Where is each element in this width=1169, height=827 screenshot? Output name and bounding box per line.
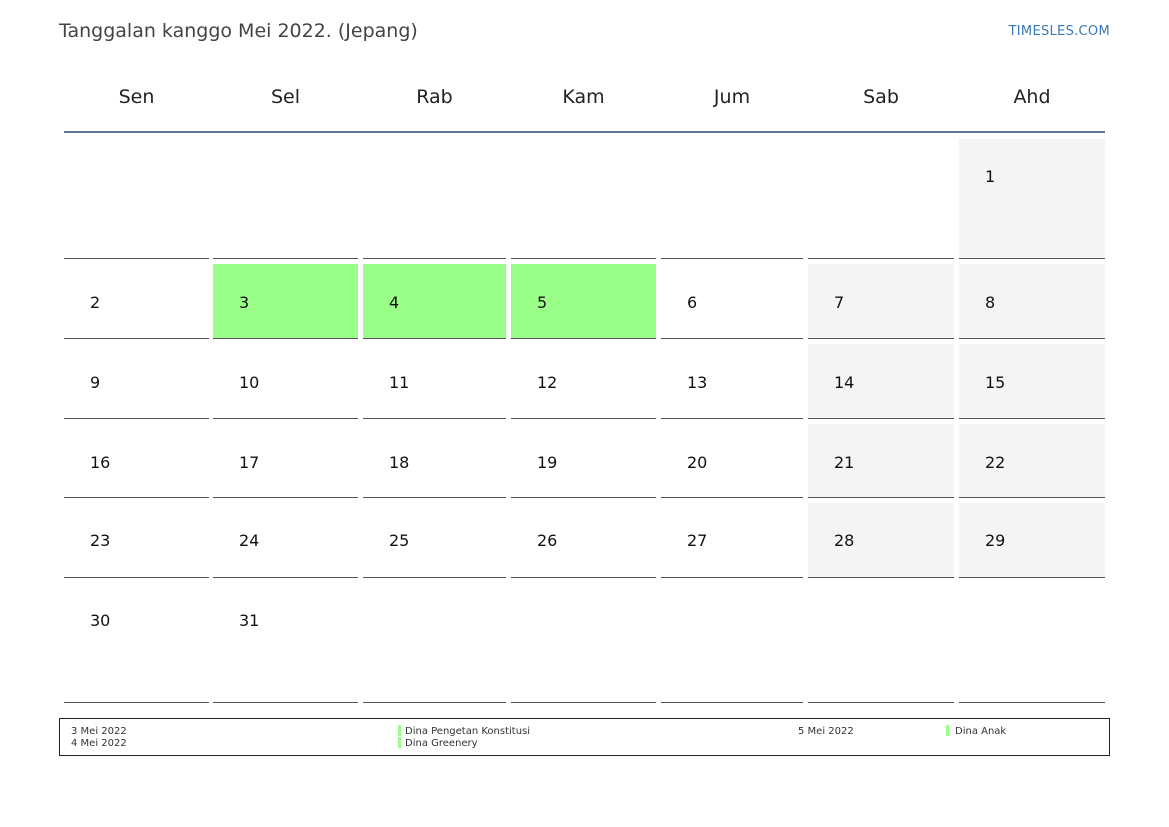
day-number: 26	[537, 531, 558, 550]
day-number: 20	[687, 453, 708, 472]
day-number: 7	[834, 293, 845, 312]
day-cell-17[interactable]: 17	[213, 424, 358, 498]
day-cell-31[interactable]: 31	[213, 583, 358, 703]
day-number: 14	[834, 373, 855, 392]
site-link[interactable]: TIMESLES.COM	[1008, 24, 1110, 39]
day-cell-7[interactable]: 7	[808, 264, 954, 339]
legend-date-2: 4 Mei 2022	[71, 738, 127, 749]
legend-marker-1	[398, 725, 401, 736]
day-cell-20[interactable]: 20	[661, 424, 803, 498]
legend-marker-2	[398, 737, 401, 748]
day-number: 24	[239, 531, 260, 550]
day-number: 19	[537, 453, 558, 472]
empty-day-cell	[363, 583, 506, 703]
day-number: 22	[985, 453, 1006, 472]
empty-day-cell	[213, 139, 358, 259]
legend-name-2: Dina Greenery	[405, 738, 478, 749]
day-number: 23	[90, 531, 111, 550]
weekday-sel: Sel	[270, 86, 301, 108]
day-number: 9	[90, 373, 101, 392]
empty-day-cell	[64, 139, 209, 259]
day-cell-1[interactable]: 1	[959, 139, 1105, 259]
day-number: 18	[389, 453, 410, 472]
day-number: 8	[985, 293, 996, 312]
page-title: Tanggalan kanggo Mei 2022. (Jepang)	[59, 20, 418, 42]
day-number: 5	[537, 293, 548, 312]
day-number: 16	[90, 453, 111, 472]
day-cell-13[interactable]: 13	[661, 344, 803, 419]
day-number: 6	[687, 293, 698, 312]
empty-day-cell	[511, 139, 656, 259]
day-cell-30[interactable]: 30	[64, 583, 209, 703]
weekday-ahd: Ahd	[1013, 86, 1051, 108]
day-number: 4	[389, 293, 400, 312]
empty-day-cell	[808, 139, 954, 259]
day-number: 21	[834, 453, 855, 472]
day-cell-27[interactable]: 27	[661, 503, 803, 578]
day-number: 13	[687, 373, 708, 392]
day-cell-3[interactable]: 3	[213, 264, 358, 339]
day-cell-25[interactable]: 25	[363, 503, 506, 578]
day-cell-8[interactable]: 8	[959, 264, 1105, 339]
day-number: 12	[537, 373, 558, 392]
day-cell-19[interactable]: 19	[511, 424, 656, 498]
day-number: 28	[834, 531, 855, 550]
day-cell-24[interactable]: 24	[213, 503, 358, 578]
day-number: 15	[985, 373, 1006, 392]
day-number: 2	[90, 293, 101, 312]
day-number: 10	[239, 373, 260, 392]
day-cell-12[interactable]: 12	[511, 344, 656, 419]
weekday-jum: Jum	[713, 86, 751, 108]
empty-day-cell	[661, 583, 803, 703]
day-cell-2[interactable]: 2	[64, 264, 209, 339]
day-number: 25	[389, 531, 410, 550]
day-cell-29[interactable]: 29	[959, 503, 1105, 578]
day-cell-22[interactable]: 22	[959, 424, 1105, 498]
day-cell-18[interactable]: 18	[363, 424, 506, 498]
legend-date-1: 3 Mei 2022	[71, 726, 127, 737]
weekday-sab: Sab	[863, 86, 899, 108]
day-cell-15[interactable]: 15	[959, 344, 1105, 419]
day-cell-10[interactable]: 10	[213, 344, 358, 419]
day-number: 3	[239, 293, 250, 312]
day-cell-23[interactable]: 23	[64, 503, 209, 578]
day-number: 1	[985, 167, 996, 186]
day-number: 31	[239, 611, 260, 630]
empty-day-cell	[959, 583, 1105, 703]
day-number: 27	[687, 531, 708, 550]
day-cell-28[interactable]: 28	[808, 503, 954, 578]
day-cell-14[interactable]: 14	[808, 344, 954, 419]
empty-day-cell	[661, 139, 803, 259]
holiday-legend: 3 Mei 2022 4 Mei 2022 Dina Pengetan Kons…	[59, 718, 1110, 756]
day-number: 30	[90, 611, 111, 630]
day-cell-5[interactable]: 5	[511, 264, 656, 339]
day-cell-4[interactable]: 4	[363, 264, 506, 339]
empty-day-cell	[363, 139, 506, 259]
day-cell-6[interactable]: 6	[661, 264, 803, 339]
weekday-rab: Rab	[416, 86, 453, 108]
weekday-sen: Sen	[118, 86, 155, 108]
day-cell-21[interactable]: 21	[808, 424, 954, 498]
empty-day-cell	[511, 583, 656, 703]
empty-day-cell	[808, 583, 954, 703]
weekday-kam: Kam	[562, 86, 605, 108]
legend-name-3: Dina Anak	[955, 726, 1007, 737]
day-cell-16[interactable]: 16	[64, 424, 209, 498]
legend-name-1: Dina Pengetan Konstitusi	[405, 726, 531, 737]
day-number: 17	[239, 453, 260, 472]
day-cell-26[interactable]: 26	[511, 503, 656, 578]
day-cell-11[interactable]: 11	[363, 344, 506, 419]
day-number: 11	[389, 373, 410, 392]
day-number: 29	[985, 531, 1006, 550]
day-cell-9[interactable]: 9	[64, 344, 209, 419]
header-divider	[64, 131, 1105, 133]
legend-date-3: 5 Mei 2022	[798, 726, 854, 737]
legend-marker-3	[946, 725, 949, 736]
